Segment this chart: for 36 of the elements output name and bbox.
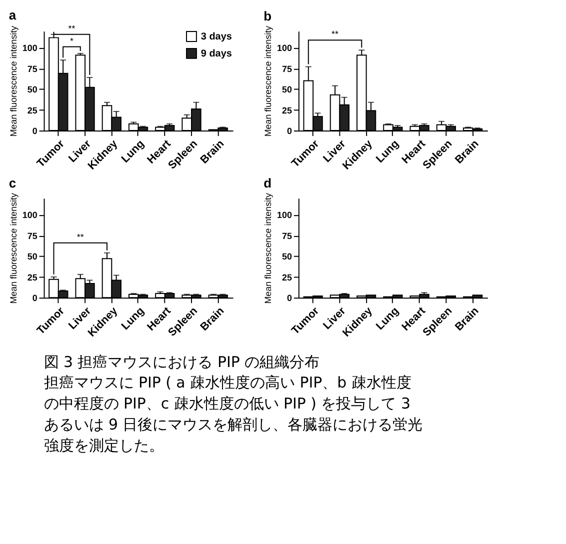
y-tick-label: 75 <box>282 64 292 74</box>
y-tick-label: 25 <box>27 105 38 116</box>
y-axis-title: Mean fluorescence intensity <box>263 192 274 304</box>
y-tick-label: 0 <box>32 126 38 136</box>
y-tick-label: 100 <box>22 43 38 54</box>
chart-title: a <box>8 7 17 22</box>
y-tick-label: 100 <box>277 43 292 54</box>
chart-title: c <box>8 175 16 190</box>
y-tick-label: 0 <box>32 293 38 304</box>
text: 担癌マウスに PIP ( a 疎水性度の高い PIP、b 疎水性度の中程度の PIP、c 疎水性度の低い PIP ) を投与して 3 あるいは 9 日後にマウスを解剖し、各臓器における蛍光強度を測定した。 <box>44 374 423 454</box>
y-tick-label: 50 <box>27 252 38 262</box>
annotation: * <box>70 36 74 46</box>
y-tick-label: 50 <box>27 84 38 95</box>
y-tick-label: 50 <box>282 84 292 95</box>
chart-title: d <box>264 175 272 190</box>
y-axis-title: Mean fluorescence intensity <box>8 192 18 304</box>
y-axis-title: Mean fluorescence intensity <box>263 25 274 137</box>
annotation: ** <box>76 232 84 242</box>
legend-label: 3 days <box>200 32 232 43</box>
y-tick-label: 0 <box>286 293 292 304</box>
legend-label: 9 days <box>200 48 232 60</box>
y-tick-label: 75 <box>27 230 38 241</box>
y-tick-label: 100 <box>277 210 292 220</box>
y-tick-label: 75 <box>282 230 292 241</box>
y-tick-label: 25 <box>282 272 292 282</box>
y-tick-label: 25 <box>282 105 292 116</box>
y-tick-label: 0 <box>286 126 292 136</box>
y-axis-title: Mean fluorescence intensity <box>8 25 18 137</box>
annotation: ** <box>332 29 340 40</box>
y-tick-label: 100 <box>22 210 38 220</box>
annotation: ** <box>68 23 76 34</box>
y-tick-label: 25 <box>27 272 38 282</box>
y-tick-label: 75 <box>27 64 38 74</box>
chart-title: b <box>264 8 272 24</box>
text: 図 3 担癌マウスにおける PIP の組織分布 <box>44 352 320 371</box>
y-tick-label: 50 <box>282 252 292 262</box>
